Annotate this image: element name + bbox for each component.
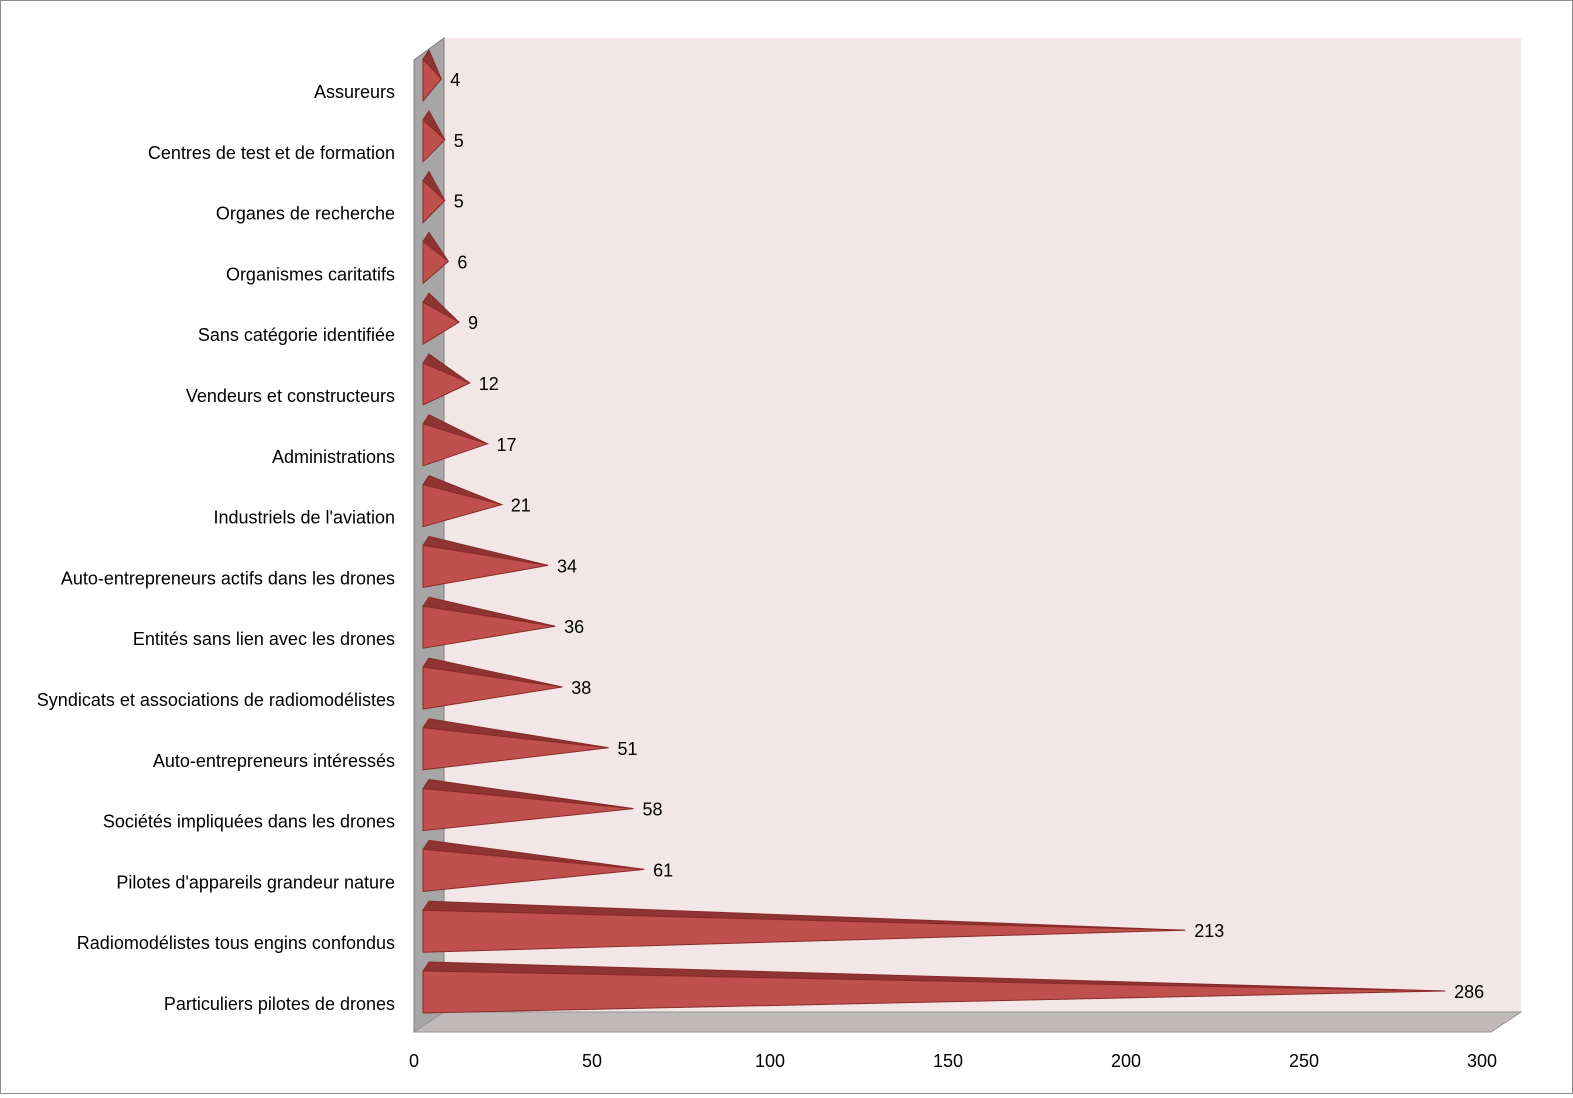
bar-value-label: 61 — [653, 860, 673, 880]
bar-value-label: 4 — [450, 70, 460, 90]
bar-value-label: 21 — [511, 496, 531, 516]
bar-cone-front-face — [422, 57, 442, 103]
bar-value-label: 12 — [479, 374, 499, 394]
bar-cone-front-face — [422, 423, 490, 467]
x-axis: 0 50 100 150 200 250 300 — [409, 1051, 1497, 1071]
category-label: Sans catégorie identifiée — [198, 325, 395, 345]
bar-cone — [422, 292, 461, 346]
bar-cone-front-face — [422, 909, 1186, 953]
bar-cone — [422, 657, 563, 710]
bar-value-label: 38 — [571, 678, 591, 698]
plot-back-wall — [444, 38, 1521, 1012]
category-label: Organes de recherche — [216, 204, 395, 224]
category-label: Auto-entrepreneurs intéressés — [153, 751, 395, 771]
plot-floor — [412, 1011, 1523, 1033]
bar-cone — [422, 535, 549, 588]
bar-cone — [422, 900, 1186, 953]
bar-cone — [422, 474, 504, 528]
category-label: Radiomodélistes tous engins confondus — [77, 933, 395, 953]
bar-value-label: 6 — [457, 252, 467, 272]
category-label: Entités sans lien avec les drones — [133, 629, 395, 649]
bar-cone-front-face — [422, 970, 1446, 1014]
bar-value-label: 36 — [564, 617, 584, 637]
category-label: Organismes caritatifs — [226, 264, 395, 284]
bar-cone — [422, 48, 442, 103]
bar-value-label: 286 — [1454, 982, 1484, 1002]
bar-cone — [422, 596, 556, 649]
bar-cone-front-face — [422, 544, 549, 588]
category-label: Syndicats et associations de radiomodéli… — [37, 690, 395, 710]
bar-value-label: 213 — [1194, 921, 1224, 941]
bar-value-label: 17 — [497, 435, 517, 455]
category-label: Sociétés impliquées dans les drones — [103, 812, 395, 832]
category-label: Assureurs — [314, 82, 395, 102]
bar-value-label: 58 — [642, 800, 662, 820]
bar-cone — [422, 961, 1446, 1014]
bar-cone — [422, 839, 645, 892]
category-label: Industriels de l'aviation — [213, 508, 395, 528]
bar-value-label: 9 — [468, 313, 478, 333]
bar-cone — [422, 109, 446, 164]
bar-cone-front-face — [422, 118, 446, 164]
bar-cone — [422, 170, 446, 224]
bar-value-label: 5 — [454, 131, 464, 151]
bar-cone-front-face — [422, 788, 634, 832]
bar-cone-front-face — [422, 483, 504, 528]
bar-cone-front-face — [422, 666, 563, 710]
bars-group — [422, 48, 1446, 1014]
bar-cone — [422, 231, 450, 285]
category-label: Pilotes d'appareils grandeur nature — [116, 872, 395, 892]
bar-cone — [422, 779, 634, 832]
value-labels: 286 213 61 58 51 38 36 34 21 17 12 9 6 5 5 4 — [450, 70, 1484, 1002]
bar-cone-front-face — [422, 727, 609, 771]
bar-cone — [422, 718, 609, 771]
bar-cone — [422, 414, 490, 467]
category-label: Auto-entrepreneurs actifs dans les drone… — [61, 568, 395, 588]
x-tick-label: 0 — [409, 1051, 419, 1071]
x-tick-label: 100 — [755, 1051, 785, 1071]
category-label: Vendeurs et constructeurs — [186, 386, 395, 406]
x-tick-label: 200 — [1111, 1051, 1141, 1071]
bar-cone — [422, 353, 471, 406]
category-label: Particuliers pilotes de drones — [164, 994, 395, 1014]
bar-cone-front-face — [422, 301, 461, 346]
category-labels: Particuliers pilotes de drones Radiomodél… — [37, 82, 395, 1014]
bar-cone-front-face — [422, 605, 556, 649]
bar-value-label: 5 — [454, 192, 464, 212]
x-tick-label: 50 — [582, 1051, 602, 1071]
bar-cone-front-face — [422, 848, 645, 892]
x-tick-label: 150 — [933, 1051, 963, 1071]
x-tick-label: 300 — [1467, 1051, 1497, 1071]
category-label: Administrations — [272, 447, 395, 467]
x-tick-label: 250 — [1289, 1051, 1319, 1071]
bar-cone-front-face — [422, 240, 450, 285]
bar-value-label: 51 — [618, 739, 638, 759]
bar-value-label: 34 — [557, 556, 577, 576]
category-label: Centres de test et de formation — [148, 143, 395, 163]
bar-cone-front-face — [422, 179, 446, 224]
bar-cone-front-face — [422, 362, 471, 406]
